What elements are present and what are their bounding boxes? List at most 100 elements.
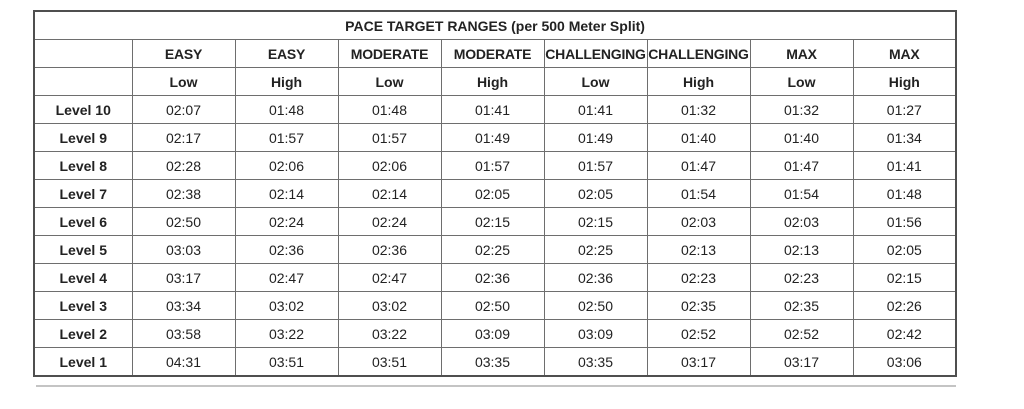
level-row: Level 6 02:50 02:24 02:24 02:15 02:15 02:03 02:… (33, 207, 957, 236)
pace-time-cell: 02:35 (749, 291, 854, 320)
pace-time-cell: 03:09 (543, 319, 648, 348)
pace-time-cell: 03:03 (131, 235, 236, 264)
pace-time-cell: 01:49 (543, 123, 648, 152)
range-header-cell: High (234, 67, 339, 96)
pace-time-cell: 03:17 (749, 347, 854, 377)
pace-time-cell: 02:50 (131, 207, 236, 236)
pace-time-cell: 02:47 (337, 263, 442, 292)
pace-time-cell: 02:35 (646, 291, 751, 320)
pace-time-cell: 03:17 (131, 263, 236, 292)
pace-time-cell: 02:06 (234, 151, 339, 180)
level-label-cell: Level 2 (33, 319, 133, 348)
level-row: Level 5 03:03 02:36 02:36 02:25 02:25 02:13 02:… (33, 235, 957, 264)
intensity-header-row: EASY EASY MODERATE MODERATE CHALLENGING CHALL… (33, 39, 957, 68)
pace-time-cell: 01:54 (646, 179, 751, 208)
pace-time-cell: 02:24 (337, 207, 442, 236)
intensity-header-cell: CHALLENGING (543, 39, 648, 68)
range-header-cell: High (646, 67, 751, 96)
pace-time-cell: 03:34 (131, 291, 236, 320)
pace-time-cell: 02:38 (131, 179, 236, 208)
table-title: PACE TARGET RANGES (per 500 Meter Split) (33, 10, 957, 40)
level-label-cell: Level 3 (33, 291, 133, 320)
pace-time-cell: 01:41 (440, 95, 545, 124)
intensity-header-cell: EASY (131, 39, 236, 68)
pace-time-cell: 02:36 (234, 235, 339, 264)
pace-time-cell: 01:40 (749, 123, 854, 152)
pace-time-cell: 01:41 (543, 95, 648, 124)
range-header-cell: Low (131, 67, 236, 96)
range-header-cell: Low (543, 67, 648, 96)
pace-time-cell: 03:02 (337, 291, 442, 320)
level-label-cell: Level 8 (33, 151, 133, 180)
pace-time-cell: 04:31 (131, 347, 236, 377)
pace-time-cell: 02:36 (337, 235, 442, 264)
pace-time-cell: 02:36 (440, 263, 545, 292)
level-label-cell: Level 7 (33, 179, 133, 208)
level-row: Level 10 02:07 01:48 01:48 01:41 01:41 01:32 01… (33, 95, 957, 124)
pace-time-cell: 02:50 (440, 291, 545, 320)
intensity-header-cell: MAX (749, 39, 854, 68)
pace-time-cell: 03:22 (234, 319, 339, 348)
pace-time-cell: 01:34 (852, 123, 957, 152)
title-row: PACE TARGET RANGES (per 500 Meter Split) (33, 10, 957, 40)
pace-time-cell: 02:13 (749, 235, 854, 264)
range-header-cell: Low (749, 67, 854, 96)
pace-time-cell: 02:52 (646, 319, 751, 348)
pace-table-head: PACE TARGET RANGES (per 500 Meter Split)… (33, 10, 957, 96)
pace-time-cell: 03:51 (234, 347, 339, 377)
divider-line (36, 385, 956, 387)
level-row: Level 1 04:31 03:51 03:51 03:35 03:35 03:17 03:… (33, 347, 957, 377)
pace-time-cell: 02:15 (852, 263, 957, 292)
pace-time-cell: 02:05 (440, 179, 545, 208)
pace-time-cell: 02:50 (543, 291, 648, 320)
level-label-cell: Level 5 (33, 235, 133, 264)
pace-time-cell: 01:48 (234, 95, 339, 124)
range-header-cell: Low (337, 67, 442, 96)
pace-time-cell: 01:32 (749, 95, 854, 124)
level-row: Level 7 02:38 02:14 02:14 02:05 02:05 01:54 01:… (33, 179, 957, 208)
pace-time-cell: 01:47 (749, 151, 854, 180)
pace-time-cell: 02:15 (440, 207, 545, 236)
pace-time-cell: 02:05 (852, 235, 957, 264)
intensity-header-cell: MODERATE (337, 39, 442, 68)
pace-time-cell: 03:09 (440, 319, 545, 348)
pace-time-cell: 02:14 (337, 179, 442, 208)
range-header-row: Low High Low High Low High Low High (33, 67, 957, 96)
pace-time-cell: 03:02 (234, 291, 339, 320)
pace-time-cell: 02:06 (337, 151, 442, 180)
pace-time-cell: 02:28 (131, 151, 236, 180)
level-row: Level 2 03:58 03:22 03:22 03:09 03:09 02:52 02:… (33, 319, 957, 348)
pace-time-cell: 02:03 (749, 207, 854, 236)
pace-time-cell: 02:03 (646, 207, 751, 236)
pace-time-cell: 01:54 (749, 179, 854, 208)
pace-time-cell: 01:47 (646, 151, 751, 180)
pace-time-cell: 02:25 (543, 235, 648, 264)
pace-time-cell: 01:57 (337, 123, 442, 152)
pace-time-cell: 03:35 (440, 347, 545, 377)
pace-time-cell: 01:48 (337, 95, 442, 124)
level-row: Level 8 02:28 02:06 02:06 01:57 01:57 01:47 01:… (33, 151, 957, 180)
level-label-cell: Level 6 (33, 207, 133, 236)
pace-time-cell: 01:57 (440, 151, 545, 180)
pace-time-cell: 03:22 (337, 319, 442, 348)
intensity-header-cell: MODERATE (440, 39, 545, 68)
pace-time-cell: 01:40 (646, 123, 751, 152)
level-label-cell: Level 4 (33, 263, 133, 292)
level-row: Level 3 03:34 03:02 03:02 02:50 02:50 02:35 02:… (33, 291, 957, 320)
pace-time-cell: 02:05 (543, 179, 648, 208)
corner-cell (33, 67, 133, 96)
pace-time-cell: 02:23 (749, 263, 854, 292)
pace-target-table: PACE TARGET RANGES (per 500 Meter Split)… (33, 10, 958, 377)
pace-time-cell: 02:17 (131, 123, 236, 152)
level-label-cell: Level 9 (33, 123, 133, 152)
pace-time-cell: 02:14 (234, 179, 339, 208)
pace-time-cell: 02:13 (646, 235, 751, 264)
pace-time-cell: 01:57 (234, 123, 339, 152)
pace-time-cell: 03:58 (131, 319, 236, 348)
pace-time-cell: 02:47 (234, 263, 339, 292)
level-row: Level 9 02:17 01:57 01:57 01:49 01:49 01:40 01:… (33, 123, 957, 152)
pace-table-body: Level 10 02:07 01:48 01:48 01:41 01:41 01:32 01… (33, 95, 957, 377)
pace-time-cell: 02:15 (543, 207, 648, 236)
pace-time-cell: 03:17 (646, 347, 751, 377)
